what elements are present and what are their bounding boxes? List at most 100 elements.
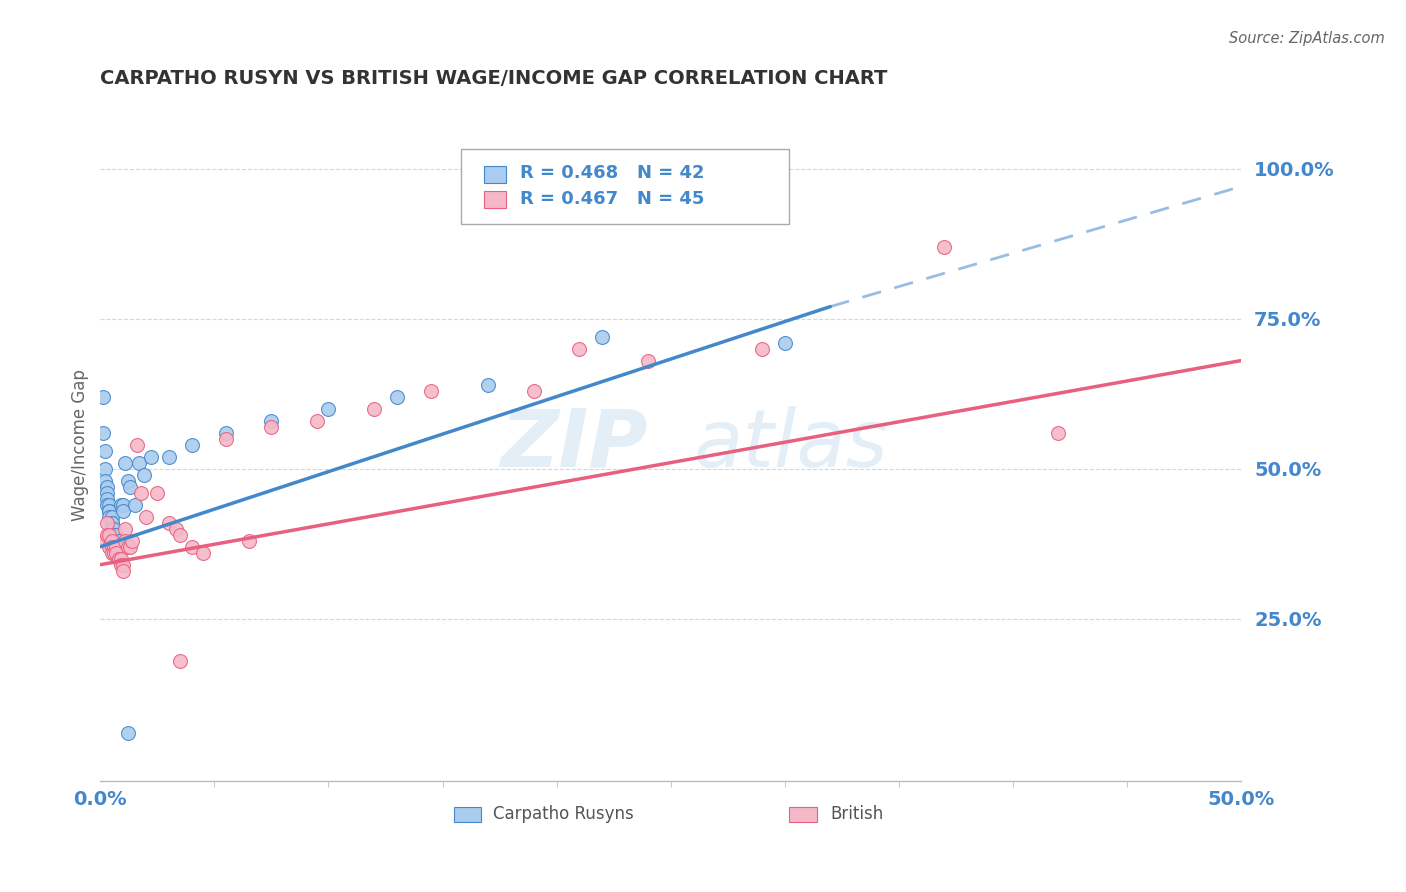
- Point: [139, 450, 162, 464]
- Point: [125, 437, 148, 451]
- FancyBboxPatch shape: [461, 149, 789, 224]
- Point: [107, 551, 129, 566]
- Point: [100, 516, 122, 530]
- Point: [107, 533, 129, 548]
- Point: [105, 546, 128, 560]
- Point: [96, 527, 118, 541]
- Text: R = 0.468   N = 42: R = 0.468 N = 42: [520, 164, 704, 182]
- Point: [117, 474, 139, 488]
- Point: [103, 540, 125, 554]
- Point: [91, 390, 114, 404]
- Point: [146, 485, 169, 500]
- Point: [114, 533, 136, 548]
- Point: [96, 516, 118, 530]
- Point: [180, 437, 202, 451]
- Point: [98, 527, 121, 541]
- Point: [128, 456, 150, 470]
- Point: [107, 533, 129, 548]
- Point: [100, 540, 122, 554]
- Text: Source: ZipAtlas.com: Source: ZipAtlas.com: [1229, 31, 1385, 46]
- Point: [191, 546, 214, 560]
- Point: [96, 491, 118, 506]
- Point: [110, 558, 132, 572]
- Point: [169, 654, 191, 668]
- Text: British: British: [831, 805, 883, 822]
- Point: [773, 335, 796, 350]
- FancyBboxPatch shape: [484, 166, 506, 183]
- Point: [260, 419, 283, 434]
- Point: [260, 414, 283, 428]
- Text: ZIP: ZIP: [501, 406, 648, 483]
- Point: [94, 533, 117, 548]
- Text: Carpatho Rusyns: Carpatho Rusyns: [492, 805, 634, 822]
- Point: [523, 384, 546, 398]
- Point: [215, 432, 238, 446]
- Point: [98, 498, 121, 512]
- Point: [135, 509, 157, 524]
- Point: [96, 498, 118, 512]
- Point: [568, 342, 591, 356]
- Point: [112, 558, 135, 572]
- Point: [117, 540, 139, 554]
- Point: [94, 474, 117, 488]
- Point: [385, 390, 408, 404]
- Point: [100, 516, 122, 530]
- Point: [238, 533, 260, 548]
- Point: [98, 509, 121, 524]
- Point: [114, 522, 136, 536]
- Point: [169, 527, 191, 541]
- Point: [100, 509, 122, 524]
- Point: [157, 516, 180, 530]
- Point: [131, 485, 153, 500]
- Point: [100, 546, 122, 560]
- Point: [94, 461, 117, 475]
- FancyBboxPatch shape: [484, 192, 506, 208]
- FancyBboxPatch shape: [789, 806, 817, 822]
- Y-axis label: Wage/Income Gap: Wage/Income Gap: [72, 368, 89, 521]
- Point: [637, 353, 659, 368]
- Point: [215, 425, 238, 440]
- Point: [118, 480, 141, 494]
- Point: [110, 498, 132, 512]
- Text: R = 0.467   N = 45: R = 0.467 N = 45: [520, 190, 704, 208]
- Text: CARPATHO RUSYN VS BRITISH WAGE/INCOME GAP CORRELATION CHART: CARPATHO RUSYN VS BRITISH WAGE/INCOME GA…: [100, 69, 887, 87]
- Point: [121, 533, 143, 548]
- Point: [110, 551, 132, 566]
- Point: [165, 522, 187, 536]
- Point: [307, 414, 329, 428]
- Point: [112, 498, 135, 512]
- Point: [363, 401, 385, 416]
- Point: [100, 533, 122, 548]
- Point: [107, 551, 129, 566]
- Point: [91, 425, 114, 440]
- Point: [100, 522, 122, 536]
- Point: [118, 540, 141, 554]
- Point: [934, 239, 956, 253]
- Point: [105, 527, 128, 541]
- Point: [157, 450, 180, 464]
- Text: atlas: atlas: [693, 406, 889, 483]
- Point: [105, 540, 128, 554]
- Point: [420, 384, 443, 398]
- Point: [98, 540, 121, 554]
- Point: [103, 527, 125, 541]
- Point: [132, 467, 155, 482]
- Point: [117, 725, 139, 739]
- Point: [103, 522, 125, 536]
- Point: [477, 377, 499, 392]
- FancyBboxPatch shape: [454, 806, 481, 822]
- Point: [96, 485, 118, 500]
- Point: [114, 456, 136, 470]
- Point: [180, 540, 202, 554]
- Point: [1047, 425, 1070, 440]
- Point: [94, 443, 117, 458]
- Point: [103, 546, 125, 560]
- Point: [112, 503, 135, 517]
- Point: [98, 503, 121, 517]
- Point: [751, 342, 773, 356]
- Point: [124, 498, 146, 512]
- Point: [591, 329, 613, 343]
- Point: [112, 564, 135, 578]
- Point: [98, 503, 121, 517]
- Point: [96, 480, 118, 494]
